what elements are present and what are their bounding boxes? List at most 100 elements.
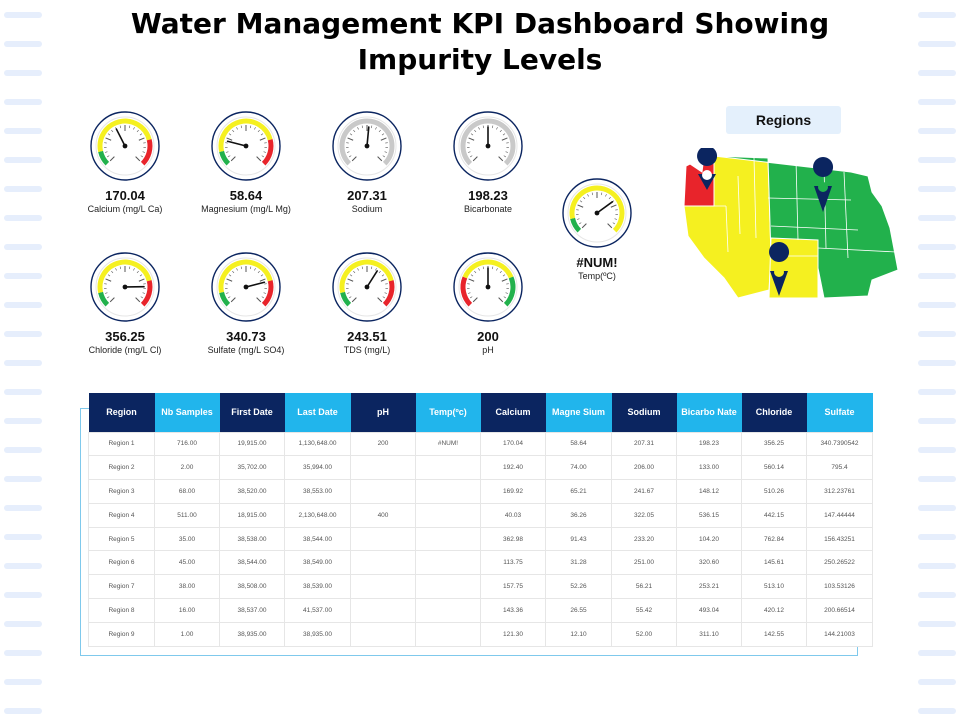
gauge-tick <box>351 156 357 162</box>
gauge-tick <box>346 292 350 294</box>
gauge-tick <box>496 127 498 130</box>
table-header-cell[interactable]: First Date <box>219 393 285 432</box>
gauge-tick <box>346 151 350 153</box>
gauge-hub <box>485 284 491 290</box>
gauge-tick <box>472 297 478 303</box>
gauge-tick <box>382 155 386 158</box>
gauge-tick <box>468 137 475 141</box>
table-row[interactable]: Region 1 716.00 19,915.00 1,130,648.00 200 #N… <box>88 431 873 457</box>
table-header-cell[interactable]: pH <box>350 393 416 432</box>
table-cell: 91.43 <box>545 526 612 552</box>
table-cell: 38,549.00 <box>284 550 351 576</box>
gauge-tick <box>499 129 502 133</box>
gauge-tick <box>353 129 356 133</box>
table-header-cell[interactable]: Last Date <box>284 393 351 432</box>
table-header-cell[interactable]: Chloride <box>741 393 807 432</box>
gauge-tick <box>138 137 145 141</box>
gauge-tick <box>591 192 593 196</box>
gauge-value: 58.64 <box>229 188 263 203</box>
gauge-tick <box>469 296 473 299</box>
regions-data-table: Region Nb Samples First Date Last Date pH Tem… <box>88 393 873 647</box>
gauge-hub <box>243 143 249 149</box>
gauge-tick <box>601 192 603 196</box>
stripe <box>918 563 956 569</box>
page-title: Water Management KPI Dashboard Showing I… <box>130 7 830 76</box>
table-header-cell[interactable]: Calcium <box>480 393 546 432</box>
table-cell: 2.00 <box>154 455 220 481</box>
table-row[interactable]: Region 2 2.00 35,702.00 35,994.00 192.40 74.0… <box>88 455 873 481</box>
table-row[interactable]: Region 9 1.00 38,935.00 38,935.00 121.30 12.1… <box>88 621 873 647</box>
table-cell: 513.10 <box>741 574 807 600</box>
gauge-tick <box>240 125 242 129</box>
gauge-chloride: 356.25 Chloride (mg/L Cl) <box>50 251 200 356</box>
gauge-dial <box>90 111 160 181</box>
table-cell: 322.05 <box>611 502 677 528</box>
table-cell: 148.12 <box>676 479 742 504</box>
table-header-cell[interactable]: Sodium <box>611 393 677 432</box>
map-pin-central[interactable] <box>813 157 834 212</box>
gauge-tick <box>260 133 264 136</box>
table-row[interactable]: Region 3 68.00 38,520.00 38,553.00 169.92 65.… <box>88 479 873 504</box>
table-header-row: Region Nb Samples First Date Last Date pH Tem… <box>88 393 873 432</box>
table-cell: 38.00 <box>154 574 220 600</box>
regions-button[interactable]: Regions <box>726 106 841 134</box>
table-row[interactable]: Region 7 38.00 38,508.00 38,539.00 157.75 52.… <box>88 574 873 600</box>
gauge-tick <box>499 270 502 274</box>
gauge-sulfate: 340.73 Sulfate (mg/L SO4) <box>171 251 321 356</box>
table-cell: 16.00 <box>154 598 220 623</box>
gauge-tick <box>230 297 236 303</box>
table-header-cell[interactable]: Bicarbo Nate <box>676 393 742 432</box>
table-cell: 795.4 <box>806 455 873 481</box>
gauge-value: 207.31 <box>347 188 387 203</box>
stripe <box>918 389 956 395</box>
stripe <box>918 534 956 540</box>
table-row[interactable]: Region 5 35.00 38,538.00 38,544.00 362.98 91.… <box>88 526 873 552</box>
gauge-color-band <box>97 259 152 293</box>
gauge-tick <box>232 270 235 274</box>
table-header-cell[interactable]: Temp(ºc) <box>415 393 481 432</box>
gauge-dial <box>211 111 281 181</box>
table-header-cell[interactable]: Region <box>88 393 155 432</box>
table-cell: 35.00 <box>154 526 220 552</box>
table-cell: 12.10 <box>545 621 612 647</box>
table-cell <box>415 526 481 552</box>
map-pin-northwest[interactable] <box>697 148 718 190</box>
table-header-cell[interactable]: Nb Samples <box>154 393 220 432</box>
gauge-tick <box>375 127 377 130</box>
gauge-color-band <box>98 291 110 307</box>
table-cell: 400 <box>350 502 416 528</box>
table-row[interactable]: Region 8 16.00 38,537.00 41,537.00 143.36 26.… <box>88 598 873 623</box>
gauge-tick <box>139 274 143 277</box>
table-header-cell[interactable]: Sulfate <box>806 393 873 432</box>
table-row[interactable]: Region 4 511.00 18,915.00 2,130,648.00 400 40… <box>88 502 873 528</box>
table-cell: 68.00 <box>154 479 220 504</box>
table-cell: 156.43251 <box>806 526 873 552</box>
stripe <box>918 186 956 192</box>
gauge-tick <box>263 151 267 153</box>
table-cell <box>415 598 481 623</box>
map-pin-south[interactable] <box>769 242 790 296</box>
stripe <box>918 679 956 685</box>
gauge-label: Calcium (mg/L Ca) <box>87 204 163 214</box>
table-cell: 312.23761 <box>806 479 873 504</box>
gauge-color-band <box>219 150 231 166</box>
gauge-tick <box>106 155 110 158</box>
gauge-tick <box>375 268 377 271</box>
gauge-tick <box>377 297 383 303</box>
table-cell <box>415 455 481 481</box>
gauge-label: TDS (mg/L) <box>343 345 391 355</box>
gauge-tick <box>236 268 238 271</box>
gauge-tick <box>505 292 509 294</box>
table-cell <box>350 598 416 623</box>
table-row[interactable]: Region 6 45.00 38,544.00 38,549.00 113.75 31.… <box>88 550 873 576</box>
stripe <box>4 70 42 76</box>
table-header-cell[interactable]: Magne Sium <box>545 393 612 432</box>
stripe <box>918 708 956 714</box>
gauge-tick <box>111 129 114 133</box>
gauge-tick <box>140 296 144 299</box>
table-cell: 192.40 <box>480 455 546 481</box>
table-cell <box>350 574 416 600</box>
table-cell: 170.04 <box>480 431 546 457</box>
stripe <box>918 331 956 337</box>
stripe <box>4 302 42 308</box>
